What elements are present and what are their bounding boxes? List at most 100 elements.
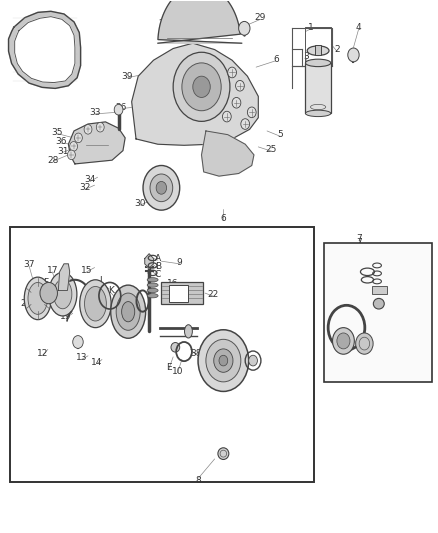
Circle shape — [193, 76, 210, 98]
Text: 23: 23 — [173, 289, 184, 298]
Text: A: A — [377, 261, 382, 270]
Text: B: B — [155, 262, 161, 271]
Text: 11: 11 — [215, 346, 226, 355]
Ellipse shape — [85, 286, 106, 321]
Text: 35: 35 — [52, 128, 63, 137]
Circle shape — [223, 111, 231, 122]
Ellipse shape — [305, 110, 331, 117]
Text: 38: 38 — [190, 349, 201, 358]
Text: 6: 6 — [220, 214, 226, 223]
Polygon shape — [201, 131, 254, 176]
Text: K: K — [108, 286, 113, 295]
Text: 25: 25 — [266, 145, 277, 154]
Text: J: J — [100, 276, 102, 285]
Circle shape — [74, 133, 82, 143]
Circle shape — [219, 356, 228, 366]
Text: 4: 4 — [356, 23, 361, 32]
Circle shape — [236, 80, 244, 91]
Bar — [161, 282, 203, 304]
Circle shape — [206, 340, 241, 382]
Text: 19: 19 — [60, 312, 72, 321]
Text: 18: 18 — [65, 280, 76, 289]
Text: 26: 26 — [115, 102, 127, 111]
Polygon shape — [58, 264, 70, 290]
Text: 27: 27 — [165, 185, 177, 194]
Text: 14: 14 — [91, 358, 102, 367]
Circle shape — [348, 48, 359, 62]
Ellipse shape — [116, 293, 140, 330]
Text: 32: 32 — [79, 183, 91, 192]
Circle shape — [150, 174, 173, 201]
Text: 16: 16 — [167, 279, 179, 288]
Circle shape — [214, 349, 233, 372]
Ellipse shape — [111, 285, 146, 338]
Text: 33: 33 — [89, 108, 100, 117]
Ellipse shape — [147, 288, 158, 293]
Text: E: E — [166, 363, 172, 372]
Text: 14: 14 — [353, 327, 364, 336]
Text: 29: 29 — [255, 13, 266, 22]
Text: 9: 9 — [177, 258, 183, 266]
Text: B: B — [377, 269, 383, 277]
Circle shape — [84, 125, 92, 134]
Text: 1: 1 — [308, 23, 314, 32]
Text: F: F — [43, 278, 48, 287]
Bar — [11, 227, 314, 482]
Text: 37: 37 — [23, 260, 35, 269]
Polygon shape — [132, 43, 258, 146]
Circle shape — [143, 165, 180, 210]
Text: E: E — [377, 296, 382, 305]
Circle shape — [247, 107, 256, 118]
Text: 39: 39 — [122, 71, 133, 80]
Text: 15: 15 — [81, 266, 92, 274]
Ellipse shape — [53, 279, 72, 309]
Text: 28: 28 — [47, 156, 59, 165]
Circle shape — [239, 21, 250, 35]
Ellipse shape — [147, 294, 158, 298]
Bar — [169, 285, 188, 302]
Ellipse shape — [122, 302, 135, 322]
Text: 34: 34 — [85, 175, 96, 184]
Text: 20: 20 — [235, 367, 247, 376]
Text: 7: 7 — [357, 234, 363, 243]
Ellipse shape — [218, 448, 229, 459]
Ellipse shape — [24, 277, 51, 320]
Ellipse shape — [147, 283, 158, 287]
Text: 30: 30 — [134, 199, 145, 208]
Circle shape — [73, 336, 83, 349]
Bar — [315, 45, 321, 55]
Circle shape — [198, 330, 249, 391]
Circle shape — [249, 356, 258, 366]
Polygon shape — [145, 254, 153, 268]
Circle shape — [332, 328, 354, 354]
Text: 13: 13 — [76, 353, 87, 362]
Ellipse shape — [147, 278, 158, 282]
Circle shape — [40, 282, 57, 304]
Bar — [372, 286, 387, 294]
Text: 5: 5 — [277, 130, 283, 139]
Circle shape — [67, 150, 75, 160]
Circle shape — [337, 333, 350, 349]
Circle shape — [241, 119, 250, 130]
Text: 21: 21 — [20, 299, 32, 308]
Text: 8: 8 — [196, 476, 201, 484]
Circle shape — [356, 333, 373, 354]
Circle shape — [173, 52, 230, 122]
Text: 27: 27 — [183, 97, 194, 106]
Circle shape — [232, 98, 241, 108]
Ellipse shape — [305, 59, 331, 67]
Text: 3: 3 — [304, 52, 309, 61]
Circle shape — [182, 63, 221, 111]
Text: 2: 2 — [334, 45, 340, 54]
Polygon shape — [158, 0, 242, 43]
Text: A: A — [155, 254, 161, 263]
Text: C: C — [155, 270, 161, 279]
Bar — [305, 63, 331, 114]
Text: 12: 12 — [37, 349, 49, 358]
Text: 22: 22 — [208, 290, 219, 299]
Ellipse shape — [184, 325, 192, 338]
Ellipse shape — [373, 298, 384, 309]
Polygon shape — [14, 17, 75, 83]
Text: 17: 17 — [46, 266, 58, 274]
Text: 23: 23 — [374, 286, 385, 295]
